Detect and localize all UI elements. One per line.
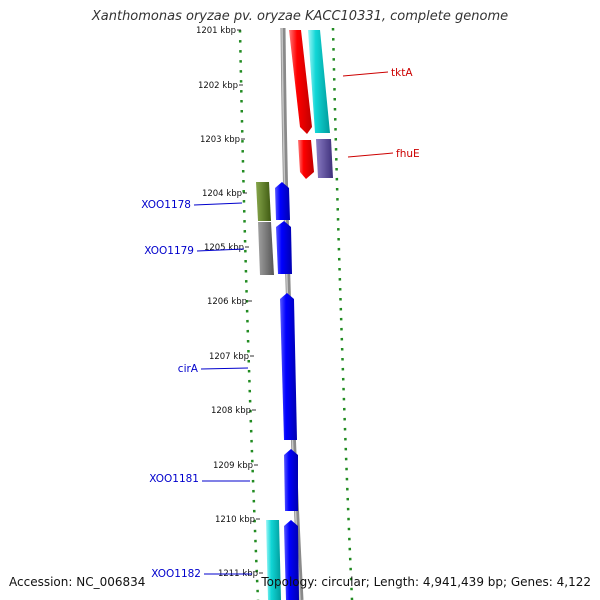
gene-XOO1179-cog[interactable] — [258, 222, 274, 275]
ruler-tick-label: 1207 kbp — [209, 352, 249, 362]
gene-XOO1182-cog[interactable] — [266, 520, 281, 600]
ruler-tick-label: 1205 kbp — [204, 243, 244, 253]
outer-dotted-ring — [331, 27, 354, 600]
ruler-tick-label: 1201 kbp — [196, 26, 236, 36]
gene-XOO1178-cog[interactable] — [256, 182, 271, 221]
gene-label-XOO1181[interactable]: XOO1181 — [149, 473, 199, 485]
gene-tktA-cds[interactable] — [289, 30, 312, 134]
gene-label-XOO1178[interactable]: XOO1178 — [141, 199, 191, 211]
kbp-ruler: 1201 kbp 1202 kbp 1203 kbp 1204 kbp 1205 kbp… — [196, 26, 263, 579]
gene-fhuE-cog[interactable] — [316, 139, 333, 178]
gene-leader-line — [200, 367, 249, 370]
gene-label-XOO1182[interactable]: XOO1182 — [151, 568, 201, 580]
accession-text: Accession: NC_006834 — [9, 575, 146, 589]
forward-cds-track — [289, 30, 333, 179]
gene-leader-line — [196, 248, 245, 252]
gene-leader-line — [347, 152, 394, 158]
ruler-tick-label: 1209 kbp — [213, 461, 253, 471]
gene-XOO1179-cds[interactable] — [276, 221, 292, 274]
ruler-tick-label: 1208 kbp — [211, 406, 251, 416]
gene-label-XOO1179[interactable]: XOO1179 — [144, 245, 194, 257]
reverse-cds-track — [256, 182, 299, 600]
gene-XOO1182-cds[interactable] — [284, 520, 299, 600]
gene-labels: tktA fhuE XOO1178 XOO1179 cirA XOO1181 XOO1182 — [141, 67, 419, 580]
gene-XOO1178-cds[interactable] — [275, 182, 290, 220]
dotted-rings — [238, 27, 354, 600]
gene-label-cirA[interactable]: cirA — [178, 363, 199, 375]
ruler-tick-label: 1203 kbp — [200, 135, 240, 145]
map-title: Xanthomonas oryzae pv. oryzae KACC10331,… — [91, 9, 509, 24]
ruler-tick-label: 1210 kbp — [215, 515, 255, 525]
ruler-tick-label: 1202 kbp — [198, 81, 238, 91]
gene-XOO1181-cds[interactable] — [284, 449, 298, 511]
gene-label-tktA[interactable]: tktA — [391, 67, 413, 79]
ruler-tick-label: 1204 kbp — [202, 189, 242, 199]
gene-tktA-cog[interactable] — [308, 30, 330, 133]
gene-leader-line — [342, 71, 389, 77]
gene-leader-line — [193, 202, 243, 206]
gene-label-fhuE[interactable]: fhuE — [396, 148, 420, 160]
inner-dotted-ring — [238, 29, 260, 600]
gene-fhuE-cds[interactable] — [298, 140, 314, 179]
gene-cirA-cds[interactable] — [280, 293, 297, 440]
topology-text: Topology: circular; Length: 4,941,439 bp… — [261, 575, 591, 589]
ruler-tick-label: 1206 kbp — [207, 297, 247, 307]
